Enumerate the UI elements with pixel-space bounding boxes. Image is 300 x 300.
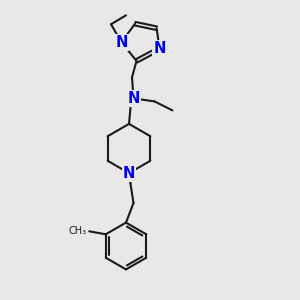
Text: N: N	[123, 166, 135, 181]
Text: N: N	[127, 91, 140, 106]
Text: N: N	[115, 35, 128, 50]
Text: CH₃: CH₃	[69, 226, 87, 236]
Text: N: N	[153, 41, 166, 56]
